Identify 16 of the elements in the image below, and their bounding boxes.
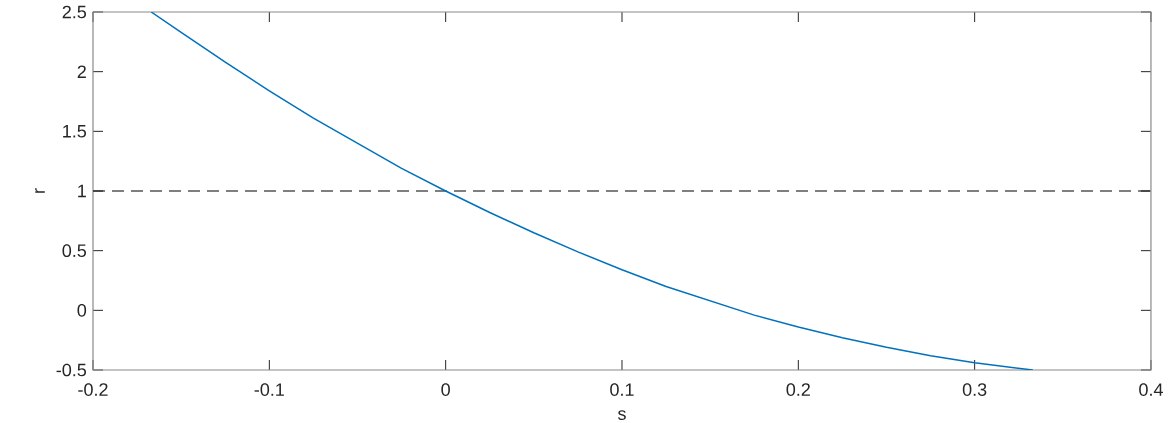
x-tick-label: 0.1 xyxy=(610,383,634,396)
y-tick-label: 2 xyxy=(77,65,86,78)
x-axis-title: s xyxy=(617,410,626,421)
y-tick-label: 0.5 xyxy=(62,244,87,258)
y-tick-label: 2.5 xyxy=(62,5,87,19)
y-tick-label: 1.5 xyxy=(63,125,87,138)
x-tick-label: 0.2 xyxy=(786,383,810,396)
y-axis-title: r xyxy=(35,188,45,193)
y-tick-label: -0.5 xyxy=(56,363,87,377)
x-tick-label: 0 xyxy=(441,383,450,396)
x-tick-label: 0.3 xyxy=(962,383,987,396)
y-tick-label: 0 xyxy=(77,303,87,317)
x-tick-label: 0.4 xyxy=(1139,383,1163,396)
x-tick-label: -0.1 xyxy=(254,383,284,396)
y-tick-label: 1 xyxy=(78,184,86,198)
x-tick-label: -0.2 xyxy=(78,383,108,396)
